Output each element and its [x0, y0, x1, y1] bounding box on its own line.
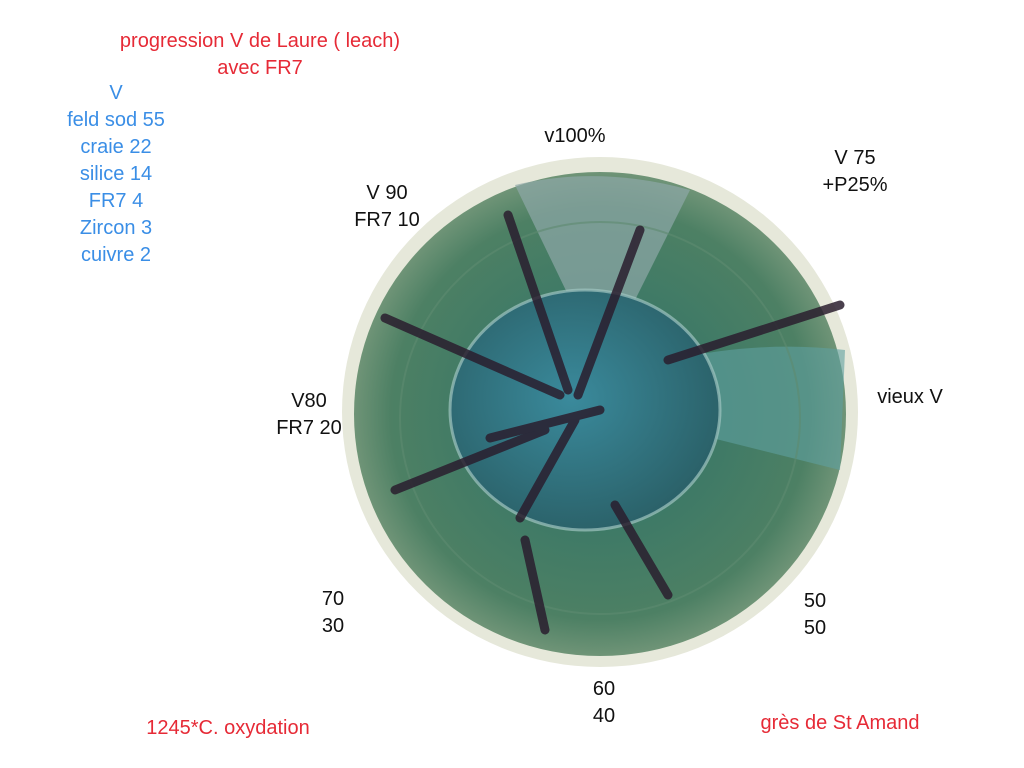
recipe-line: FR7 4: [89, 190, 143, 212]
glaze-label: 40: [593, 705, 615, 727]
glaze-label: v100%: [544, 125, 605, 147]
glaze-label: V 75: [834, 147, 875, 169]
recipe-line: Zircon 3: [80, 217, 152, 239]
glaze-label: V80: [291, 390, 327, 412]
recipe-line: feld sod 55: [67, 109, 165, 131]
glaze-label: 70: [322, 588, 344, 610]
glaze-label: 30: [322, 615, 344, 637]
title-line: avec FR7: [217, 57, 303, 79]
glaze-label: 50: [804, 617, 826, 639]
recipe-line: V: [109, 82, 123, 104]
clay-note: grès de St Amand: [761, 712, 920, 734]
recipe-line: cuivre 2: [81, 244, 151, 266]
recipe-line: craie 22: [80, 136, 151, 158]
firing-note: 1245*C. oxydation: [146, 717, 309, 739]
bowl: [342, 157, 858, 667]
title-line: progression V de Laure ( leach): [120, 30, 400, 52]
glaze-label: 60: [593, 678, 615, 700]
glaze-label: vieux V: [877, 386, 943, 408]
glaze-label: V 90: [366, 182, 407, 204]
glaze-label: 50: [804, 590, 826, 612]
glaze-label: FR7 10: [354, 209, 420, 231]
recipe-line: silice 14: [80, 163, 152, 185]
glaze-label: FR7 20: [276, 417, 342, 439]
glaze-label: +P25%: [822, 174, 887, 196]
